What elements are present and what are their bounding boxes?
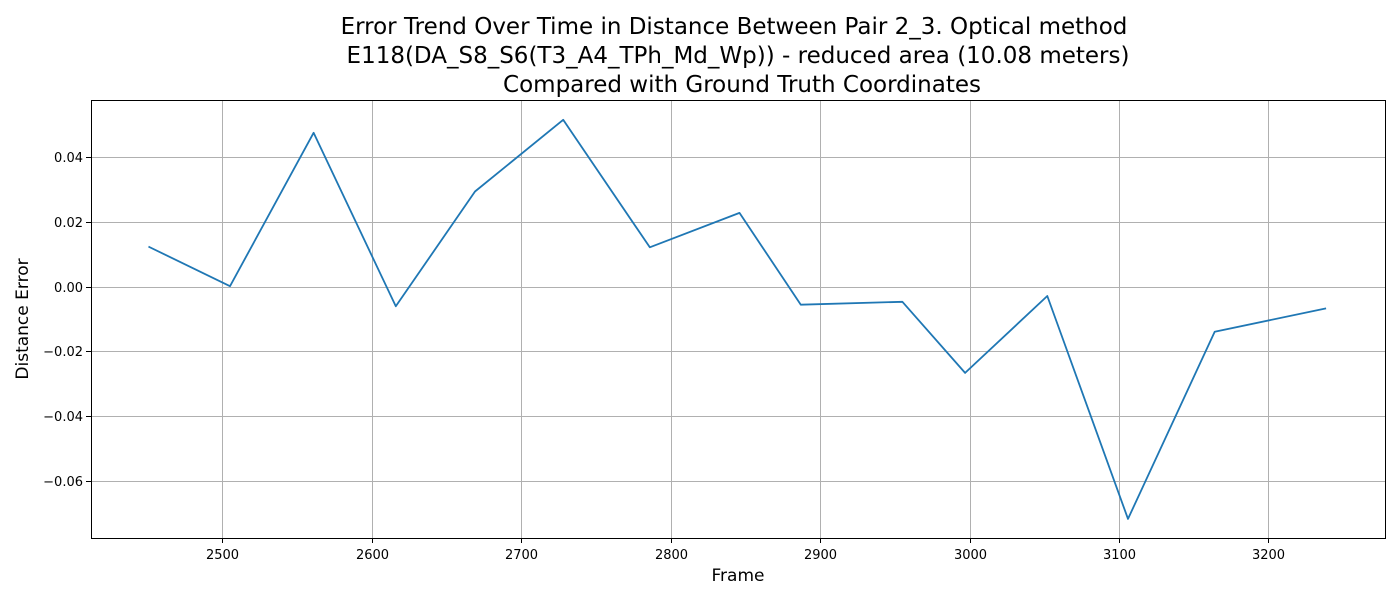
x-tick-label: 3200 [1252, 548, 1285, 563]
chart-title-line-2: E118(DA_S8_S6(T3_A4_TPh_Md_Wp)) - reduce… [347, 43, 1130, 69]
y-tick-label: −0.02 [43, 345, 83, 360]
x-tick-label: 2500 [206, 548, 239, 563]
chart-title: Error Trend Over Time in Distance Betwee… [341, 14, 1130, 98]
x-tick-label: 2700 [505, 548, 538, 563]
y-tick-label: −0.06 [43, 475, 83, 490]
y-axis-label: Distance Error [13, 258, 33, 379]
x-tick-label: 2900 [804, 548, 837, 563]
series-line [148, 118, 1327, 520]
x-tick-label: 3000 [954, 548, 987, 563]
x-tick-label: 2800 [655, 548, 688, 563]
grid-lines [91, 100, 1385, 538]
y-tick-label: 0.04 [54, 151, 83, 166]
y-tick-label: 0.00 [54, 281, 83, 296]
data-series [148, 118, 1327, 520]
chart-title-line-1: Error Trend Over Time in Distance Betwee… [341, 14, 1128, 40]
y-axis-ticks: 0.04 0.02 0.00 −0.02 −0.04 −0.06 [43, 151, 91, 490]
plot-area-frame [91, 100, 1386, 539]
x-tick-label: 2600 [356, 548, 389, 563]
x-axis-ticks: 2500 2600 2700 2800 2900 3000 3100 3200 [206, 538, 1285, 563]
x-tick-label: 3100 [1103, 548, 1136, 563]
x-axis-label: Frame [712, 566, 765, 586]
y-tick-label: −0.04 [43, 410, 83, 425]
y-tick-label: 0.02 [54, 216, 83, 231]
chart-title-line-3: Compared with Ground Truth Coordinates [503, 72, 981, 98]
